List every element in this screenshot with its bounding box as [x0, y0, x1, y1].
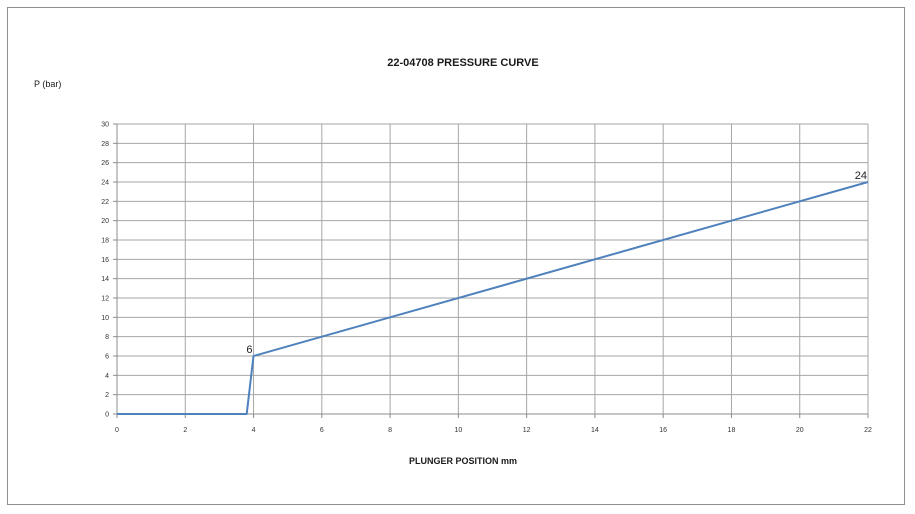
y-tick-label: 22: [101, 199, 109, 206]
axis-layer: [113, 123, 869, 418]
y-tick-label: 20: [101, 218, 109, 225]
x-axis-label: PLUNGER POSITION mm: [409, 456, 517, 466]
y-tick-label: 24: [101, 180, 109, 187]
data-label: 24: [855, 170, 867, 182]
x-tick-label: 8: [388, 427, 392, 434]
data-labels: 6 24: [246, 170, 867, 356]
x-tick-label: 20: [796, 427, 804, 434]
y-tick-label: 12: [101, 296, 109, 303]
x-tick-label: 14: [591, 427, 599, 434]
chart-title: 22-04708 PRESSURE CURVE: [387, 57, 538, 69]
data-label: 6: [246, 344, 252, 356]
y-tick-label: 28: [101, 141, 109, 148]
series-line: [117, 181, 869, 415]
y-tick-label: 2: [105, 392, 109, 399]
x-tick-label: 12: [523, 427, 531, 434]
x-tick-label: 2: [183, 427, 187, 434]
x-tick-label: 18: [728, 427, 736, 434]
chart-frame: [7, 7, 905, 505]
y-tick-label: 30: [101, 122, 109, 129]
series-layer: [117, 181, 869, 415]
x-tick-label: 22: [864, 427, 872, 434]
grid-layer: [117, 123, 869, 414]
x-tick-label: 10: [454, 427, 462, 434]
y-tick-label: 0: [105, 412, 109, 419]
x-tick-label: 6: [320, 427, 324, 434]
y-tick-label: 8: [105, 334, 109, 341]
x-tick-label: 4: [252, 427, 256, 434]
y-tick-label: 10: [101, 315, 109, 322]
y-axis-label: P (bar): [34, 79, 61, 89]
y-tick-label: 26: [101, 160, 109, 167]
y-tick-label: 6: [105, 354, 109, 361]
x-tick-label: 0: [115, 427, 119, 434]
x-tick-label: 16: [659, 427, 667, 434]
y-tick-label: 16: [101, 257, 109, 264]
y-tick-label: 18: [101, 238, 109, 245]
y-tick-label: 4: [105, 373, 109, 380]
y-tick-label: 14: [101, 276, 109, 283]
